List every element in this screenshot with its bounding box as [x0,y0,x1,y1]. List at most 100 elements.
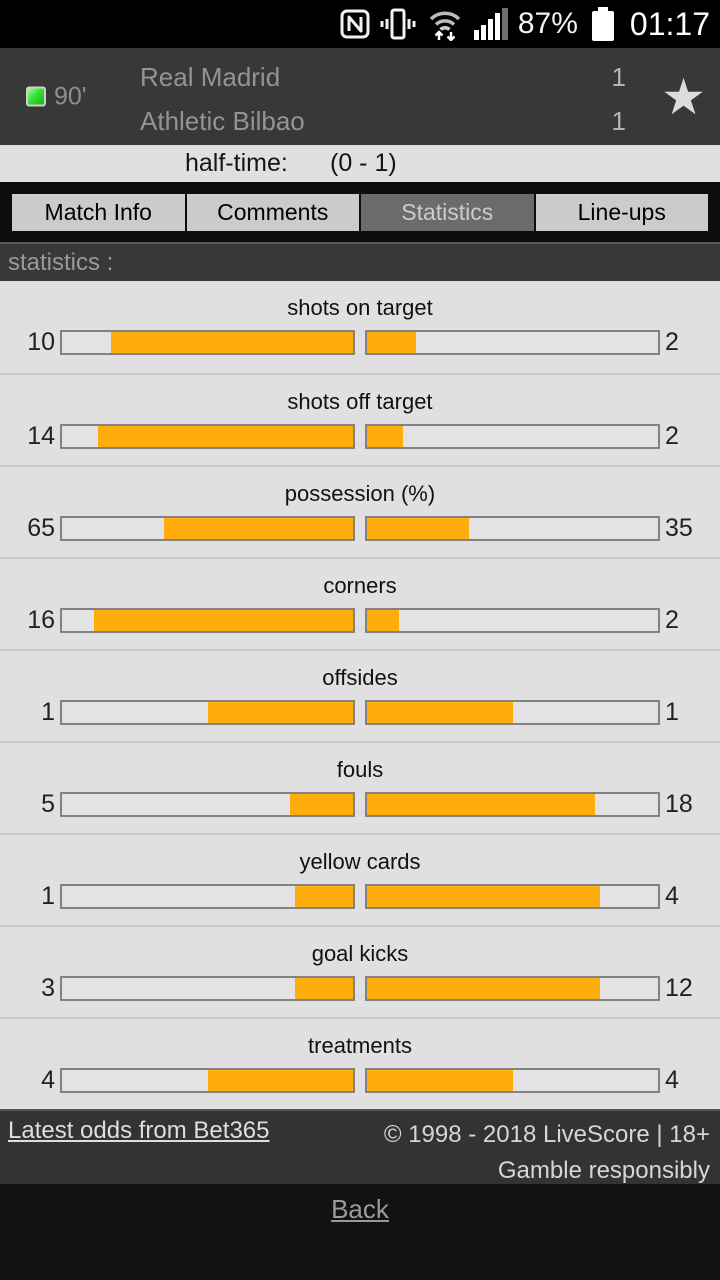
stat-home-value: 1 [41,698,55,726]
stat-home-value: 4 [41,1066,55,1094]
stat-label: goal kicks [311,941,409,966]
stat-home-fill [163,518,353,539]
stat-home-value: 3 [41,974,55,1002]
stat-bars: 65 35 [0,514,720,543]
stat-row: fouls 5 18 [0,741,720,833]
stat-away-fill [367,794,595,815]
stat-label: yellow cards [299,849,421,874]
stat-home-bar [60,608,355,633]
stat-home-bar [60,424,355,449]
stat-home-value: 10 [27,328,55,356]
stat-home-fill [98,426,353,447]
stat-bars: 4 4 [0,1066,720,1095]
stat-home-fill [207,702,353,723]
favorite-star-icon[interactable]: ★ [661,68,706,125]
half-time-label: half-time: [185,149,288,177]
nfc-icon [340,9,370,39]
odds-link[interactable]: Latest odds from Bet365 [8,1117,270,1144]
vibrate-icon [380,8,416,40]
stat-home-bar [60,700,355,725]
stat-away-bar [365,424,660,449]
battery-percent: 87% [517,7,578,40]
statistics-list: shots on target 10 2 shots off target 14… [0,281,720,1109]
stat-row: treatments 4 4 [0,1017,720,1109]
stat-bars: 3 12 [0,974,720,1003]
stat-away-value: 2 [665,606,679,634]
stat-row: goal kicks 3 12 [0,925,720,1017]
battery-icon [591,7,614,41]
stat-label: fouls [336,757,384,782]
signal-icon [473,8,508,40]
stat-home-bar [60,976,355,1001]
stat-bars: 1 1 [0,698,720,727]
stat-away-value: 35 [665,514,693,542]
stat-home-bar [60,330,355,355]
teams-block: Real Madrid 1 Athletic Bilbao 1 [140,55,630,143]
stat-row: yellow cards 1 4 [0,833,720,925]
stat-bars: 10 2 [0,328,720,357]
stat-home-value: 65 [27,514,55,542]
back-button[interactable]: Back [331,1194,389,1224]
stat-away-fill [367,610,400,631]
stat-bars: 5 18 [0,790,720,819]
stat-label: offsides [322,665,398,690]
stat-away-bar [365,976,660,1001]
stat-home-fill [294,978,353,999]
stat-home-value: 14 [27,422,55,450]
stat-label: possession (%) [284,481,436,506]
tab-line-ups[interactable]: Line-ups [535,193,708,231]
home-team-score: 1 [611,61,626,92]
stat-home-fill [294,886,353,907]
stat-away-bar [365,884,660,909]
half-time-bar: half-time: (0 - 1) [0,145,720,182]
stat-label: shots on target [287,295,433,320]
stat-away-bar [365,516,660,541]
stat-away-fill [367,1070,513,1091]
stat-home-value: 1 [41,882,55,910]
stat-label: shots off target [287,389,433,414]
stat-away-value: 1 [665,698,679,726]
away-team-score: 1 [611,105,626,136]
stat-away-bar [365,1068,660,1093]
tab-match-info[interactable]: Match Info [12,193,185,231]
stat-away-value: 4 [665,1066,679,1094]
stat-away-value: 18 [665,790,693,818]
gamble-responsibly-text: Gamble responsibly [497,1157,710,1184]
live-indicator-icon [26,86,46,107]
footer-bar: Latest odds from Bet365 © 1998 - 2018 Li… [0,1109,720,1184]
tab-bar: Match Info Comments Statistics Line-ups [0,182,720,242]
tab-statistics[interactable]: Statistics [361,193,534,231]
home-team-name: Real Madrid [140,61,281,92]
half-time-score: (0 - 1) [330,149,397,177]
stat-label: treatments [308,1033,412,1058]
clock-time: 01:17 [629,5,710,42]
stat-away-fill [367,518,469,539]
stat-away-value: 4 [665,882,679,910]
stat-home-fill [94,610,353,631]
match-header: 90' Real Madrid 1 Athletic Bilbao 1 ★ [0,48,720,145]
stat-away-fill [367,978,600,999]
stat-away-fill [367,702,513,723]
home-team-row: Real Madrid 1 [140,55,630,99]
stat-away-bar [365,792,660,817]
match-minute: 90' [54,82,87,110]
statistics-section-header: statistics : [0,242,720,281]
stat-row: corners 16 2 [0,557,720,649]
bottom-bar: Back [0,1184,720,1280]
stat-home-bar [60,884,355,909]
stat-away-fill [367,426,404,447]
stat-away-value: 2 [665,328,679,356]
away-team-name: Athletic Bilbao [140,105,305,136]
tab-comments[interactable]: Comments [186,193,359,231]
stat-row: shots off target 14 2 [0,373,720,465]
stat-bars: 1 4 [0,882,720,911]
stat-away-value: 2 [665,422,679,450]
stat-home-fill [110,332,353,353]
stat-away-bar [365,330,660,355]
stat-bars: 16 2 [0,606,720,635]
stat-home-bar [60,516,355,541]
stat-row: shots on target 10 2 [0,281,720,373]
stat-away-fill [367,332,416,353]
stat-label: corners [323,573,397,598]
